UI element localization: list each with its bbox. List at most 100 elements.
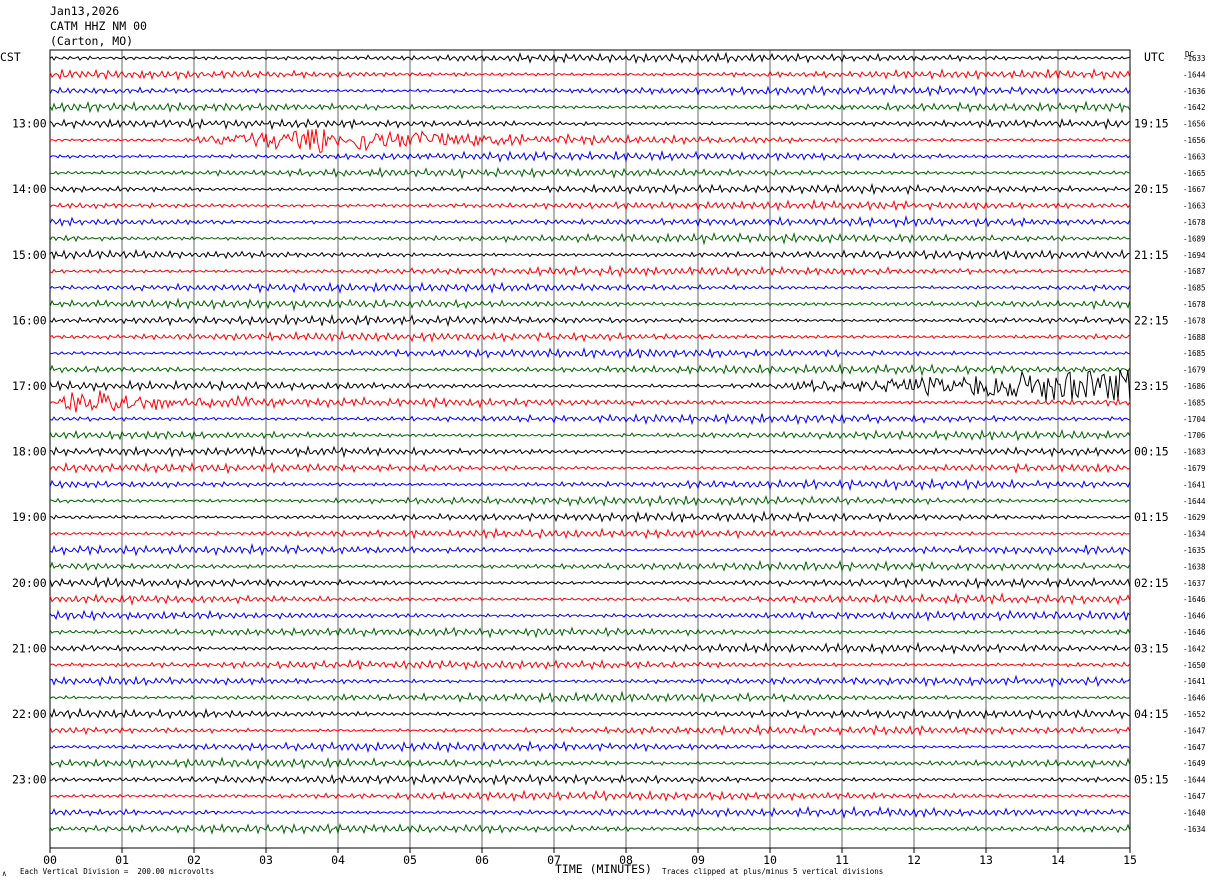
dc-offset-label: -1646 bbox=[1183, 694, 1206, 703]
trace-line bbox=[49, 609, 1131, 622]
trace-line bbox=[49, 149, 1131, 163]
dc-offset-label: -1637 bbox=[1183, 579, 1206, 588]
x-tick-label: 06 bbox=[475, 853, 489, 867]
trace-line bbox=[49, 100, 1131, 114]
dc-offset-label: -1694 bbox=[1183, 251, 1206, 260]
trace-line bbox=[49, 445, 1131, 459]
trace-line bbox=[49, 822, 1131, 836]
trace-line bbox=[49, 390, 1131, 413]
dc-offset-label: -1647 bbox=[1183, 792, 1206, 801]
left-hour-label: 18:00 bbox=[12, 445, 47, 459]
trace-line bbox=[49, 182, 1131, 196]
dc-offset-label: -1640 bbox=[1183, 808, 1206, 817]
trace-line bbox=[49, 641, 1131, 655]
trace-line bbox=[49, 674, 1131, 688]
dc-offset-label: -1646 bbox=[1183, 612, 1206, 621]
dc-offset-label: -1667 bbox=[1183, 185, 1206, 194]
left-hour-label: 19:00 bbox=[12, 510, 47, 524]
x-tick-label: 11 bbox=[835, 853, 849, 867]
dc-offset-label: -1634 bbox=[1183, 825, 1206, 834]
left-hour-label: 16:00 bbox=[12, 313, 47, 327]
right-hour-label: 00:15 bbox=[1134, 445, 1169, 459]
x-tick-label: 14 bbox=[1051, 853, 1065, 867]
x-tick-label: 15 bbox=[1123, 853, 1137, 867]
right-hour-label: 03:15 bbox=[1134, 641, 1169, 655]
dc-offset-label: -1634 bbox=[1183, 530, 1206, 539]
trace-line bbox=[49, 264, 1131, 278]
x-tick-label: 01 bbox=[115, 853, 129, 867]
right-hour-label: 20:15 bbox=[1134, 182, 1169, 196]
dc-offset-label: -1641 bbox=[1183, 677, 1206, 686]
left-hour-label: 21:00 bbox=[12, 641, 47, 655]
dc-offset-label: -1685 bbox=[1183, 284, 1206, 293]
dc-offset-label: -1644 bbox=[1183, 70, 1206, 79]
dc-offset-label: -1665 bbox=[1183, 169, 1206, 178]
trace-line bbox=[49, 707, 1131, 721]
left-hour-label: 13:00 bbox=[12, 117, 47, 131]
dc-label: DC bbox=[1185, 50, 1195, 59]
header-date: Jan13,2026 bbox=[50, 4, 120, 18]
trace-line bbox=[49, 756, 1131, 771]
left-hour-label: 17:00 bbox=[12, 379, 47, 393]
dc-offset-label: -1636 bbox=[1183, 87, 1206, 96]
header-location: (Carton, MO) bbox=[50, 34, 134, 48]
right-hour-label: 05:15 bbox=[1134, 773, 1169, 787]
left-hour-label: 22:00 bbox=[12, 707, 47, 721]
dc-offset-label: -1663 bbox=[1183, 152, 1206, 161]
x-tick-label: 07 bbox=[547, 853, 561, 867]
x-tick-label: 12 bbox=[907, 853, 921, 867]
trace-line bbox=[49, 363, 1131, 377]
trace-line bbox=[49, 626, 1131, 639]
trace-line bbox=[49, 83, 1131, 98]
trace-line bbox=[49, 51, 1131, 65]
scale-note: Each Vertical Division = 200.00 microvol… bbox=[20, 867, 215, 876]
trace-line bbox=[49, 477, 1131, 492]
dc-offset-label: -1685 bbox=[1183, 349, 1206, 358]
trace-line bbox=[49, 592, 1131, 606]
trace-line bbox=[49, 231, 1131, 246]
trace-line bbox=[49, 576, 1131, 590]
trace-line bbox=[49, 412, 1131, 426]
x-tick-label: 04 bbox=[331, 853, 345, 867]
dc-offset-label: -1689 bbox=[1183, 234, 1206, 243]
trace-line bbox=[49, 723, 1131, 737]
right-hour-label: 02:15 bbox=[1134, 576, 1169, 590]
clip-note: Traces clipped at plus/minus 5 vertical … bbox=[662, 867, 884, 876]
trace-line bbox=[49, 214, 1131, 229]
x-tick-label: 05 bbox=[403, 853, 417, 867]
x-tick-label: 03 bbox=[259, 853, 273, 867]
trace-line bbox=[49, 128, 1131, 154]
dc-offset-label: -1685 bbox=[1183, 398, 1206, 407]
dc-offset-label: -1687 bbox=[1183, 267, 1206, 276]
x-tick-label: 02 bbox=[187, 853, 201, 867]
right-hour-label: 21:15 bbox=[1134, 248, 1169, 262]
dc-offset-label: -1644 bbox=[1183, 776, 1206, 785]
dc-offset-label: -1650 bbox=[1183, 661, 1206, 670]
x-tick-label: 08 bbox=[619, 853, 633, 867]
trace-line bbox=[49, 117, 1131, 131]
x-tick-label: 13 bbox=[979, 853, 993, 867]
left-hour-label: 14:00 bbox=[12, 182, 47, 196]
right-timezone-label: UTC bbox=[1144, 50, 1165, 64]
trace-line bbox=[49, 297, 1131, 312]
dc-offset-label: -1679 bbox=[1183, 464, 1206, 473]
dc-offset-label: -1704 bbox=[1183, 415, 1206, 424]
dc-offset-label: -1647 bbox=[1183, 743, 1206, 752]
left-hour-label: 15:00 bbox=[12, 248, 47, 262]
right-hour-label: 23:15 bbox=[1134, 379, 1169, 393]
dc-offset-label: -1638 bbox=[1183, 562, 1206, 571]
dc-offset-label: -1706 bbox=[1183, 431, 1206, 440]
trace-line bbox=[49, 805, 1131, 820]
right-hour-label: 22:15 bbox=[1134, 313, 1169, 327]
dc-offset-label: -1641 bbox=[1183, 480, 1206, 489]
left-hour-label: 20:00 bbox=[12, 576, 47, 590]
dc-offset-label: -1642 bbox=[1183, 103, 1206, 112]
trace-line bbox=[49, 330, 1131, 343]
trace-line bbox=[49, 347, 1131, 360]
dc-offset-label: -1683 bbox=[1183, 448, 1206, 457]
dc-offset-label: -1649 bbox=[1183, 759, 1206, 768]
trace-line bbox=[49, 658, 1131, 671]
trace-line bbox=[49, 542, 1131, 557]
trace-line bbox=[49, 740, 1131, 754]
